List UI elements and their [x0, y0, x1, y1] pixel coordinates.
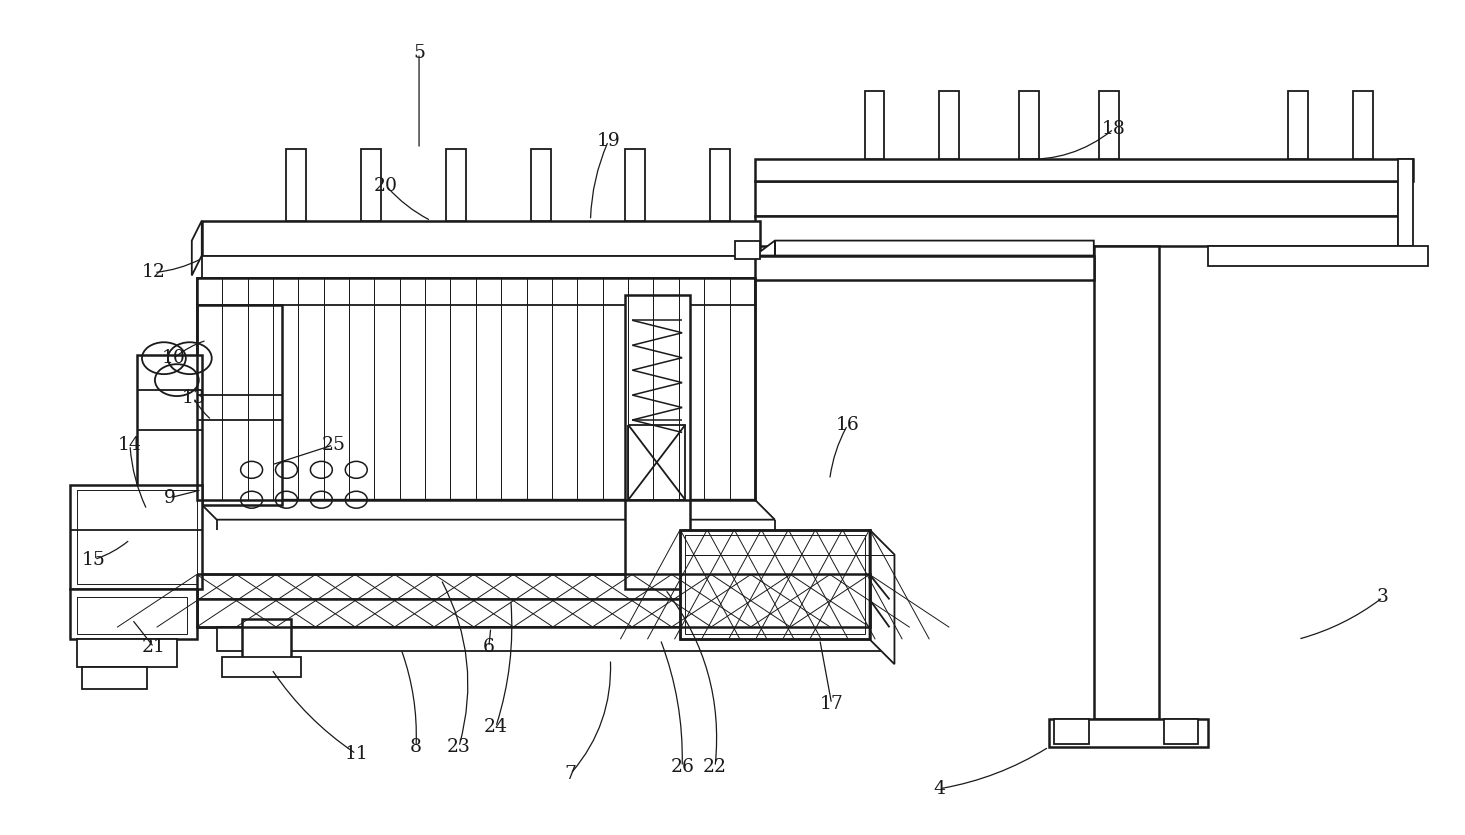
- Polygon shape: [530, 149, 551, 220]
- Polygon shape: [754, 181, 1398, 215]
- Polygon shape: [754, 215, 1398, 245]
- Text: 12: 12: [142, 264, 166, 281]
- Polygon shape: [864, 91, 885, 159]
- Text: 24: 24: [483, 718, 508, 736]
- Polygon shape: [192, 220, 202, 276]
- Polygon shape: [196, 278, 754, 306]
- Text: 13: 13: [182, 389, 205, 407]
- Polygon shape: [445, 149, 466, 220]
- Polygon shape: [287, 149, 306, 220]
- Text: 5: 5: [413, 44, 425, 63]
- Text: 26: 26: [670, 758, 694, 776]
- Polygon shape: [711, 149, 730, 220]
- Polygon shape: [1094, 245, 1159, 719]
- Polygon shape: [735, 240, 760, 259]
- Polygon shape: [70, 590, 196, 640]
- Polygon shape: [362, 149, 381, 220]
- Polygon shape: [196, 574, 870, 600]
- Polygon shape: [196, 499, 775, 519]
- Polygon shape: [1053, 719, 1088, 744]
- Text: 22: 22: [703, 758, 727, 776]
- Polygon shape: [82, 667, 146, 689]
- Polygon shape: [939, 91, 960, 159]
- Text: 15: 15: [82, 550, 105, 569]
- Polygon shape: [1020, 91, 1039, 159]
- Text: 18: 18: [1102, 120, 1125, 138]
- Polygon shape: [202, 220, 760, 256]
- Polygon shape: [680, 529, 870, 640]
- Polygon shape: [1288, 91, 1308, 159]
- Polygon shape: [870, 529, 895, 664]
- Polygon shape: [754, 256, 1094, 281]
- Text: 11: 11: [344, 745, 368, 763]
- Polygon shape: [1099, 91, 1119, 159]
- Text: 4: 4: [933, 780, 945, 797]
- Polygon shape: [196, 306, 281, 504]
- Polygon shape: [217, 627, 889, 651]
- Text: 20: 20: [374, 177, 398, 195]
- Text: 9: 9: [164, 488, 176, 507]
- Polygon shape: [70, 485, 202, 590]
- Polygon shape: [196, 278, 754, 499]
- Text: 6: 6: [483, 638, 495, 656]
- Polygon shape: [138, 355, 202, 504]
- Text: 16: 16: [835, 416, 860, 434]
- Polygon shape: [1354, 91, 1373, 159]
- Text: 21: 21: [142, 638, 166, 656]
- Text: 17: 17: [820, 695, 844, 713]
- Polygon shape: [1398, 159, 1412, 245]
- Polygon shape: [1163, 719, 1198, 744]
- Polygon shape: [202, 256, 760, 281]
- Text: 25: 25: [321, 436, 346, 454]
- Polygon shape: [626, 149, 645, 220]
- Polygon shape: [1049, 719, 1209, 746]
- Text: 14: 14: [119, 436, 142, 454]
- Text: 8: 8: [410, 738, 422, 756]
- Polygon shape: [221, 657, 302, 677]
- Text: 3: 3: [1377, 589, 1389, 606]
- Polygon shape: [1209, 245, 1428, 266]
- Polygon shape: [754, 240, 1094, 256]
- Polygon shape: [242, 620, 292, 659]
- Text: 7: 7: [564, 765, 577, 782]
- Polygon shape: [626, 296, 690, 590]
- Text: 23: 23: [447, 738, 470, 756]
- Polygon shape: [78, 640, 177, 667]
- Polygon shape: [754, 159, 1412, 181]
- Text: 10: 10: [163, 349, 186, 367]
- Polygon shape: [196, 600, 870, 627]
- Text: 19: 19: [596, 132, 620, 150]
